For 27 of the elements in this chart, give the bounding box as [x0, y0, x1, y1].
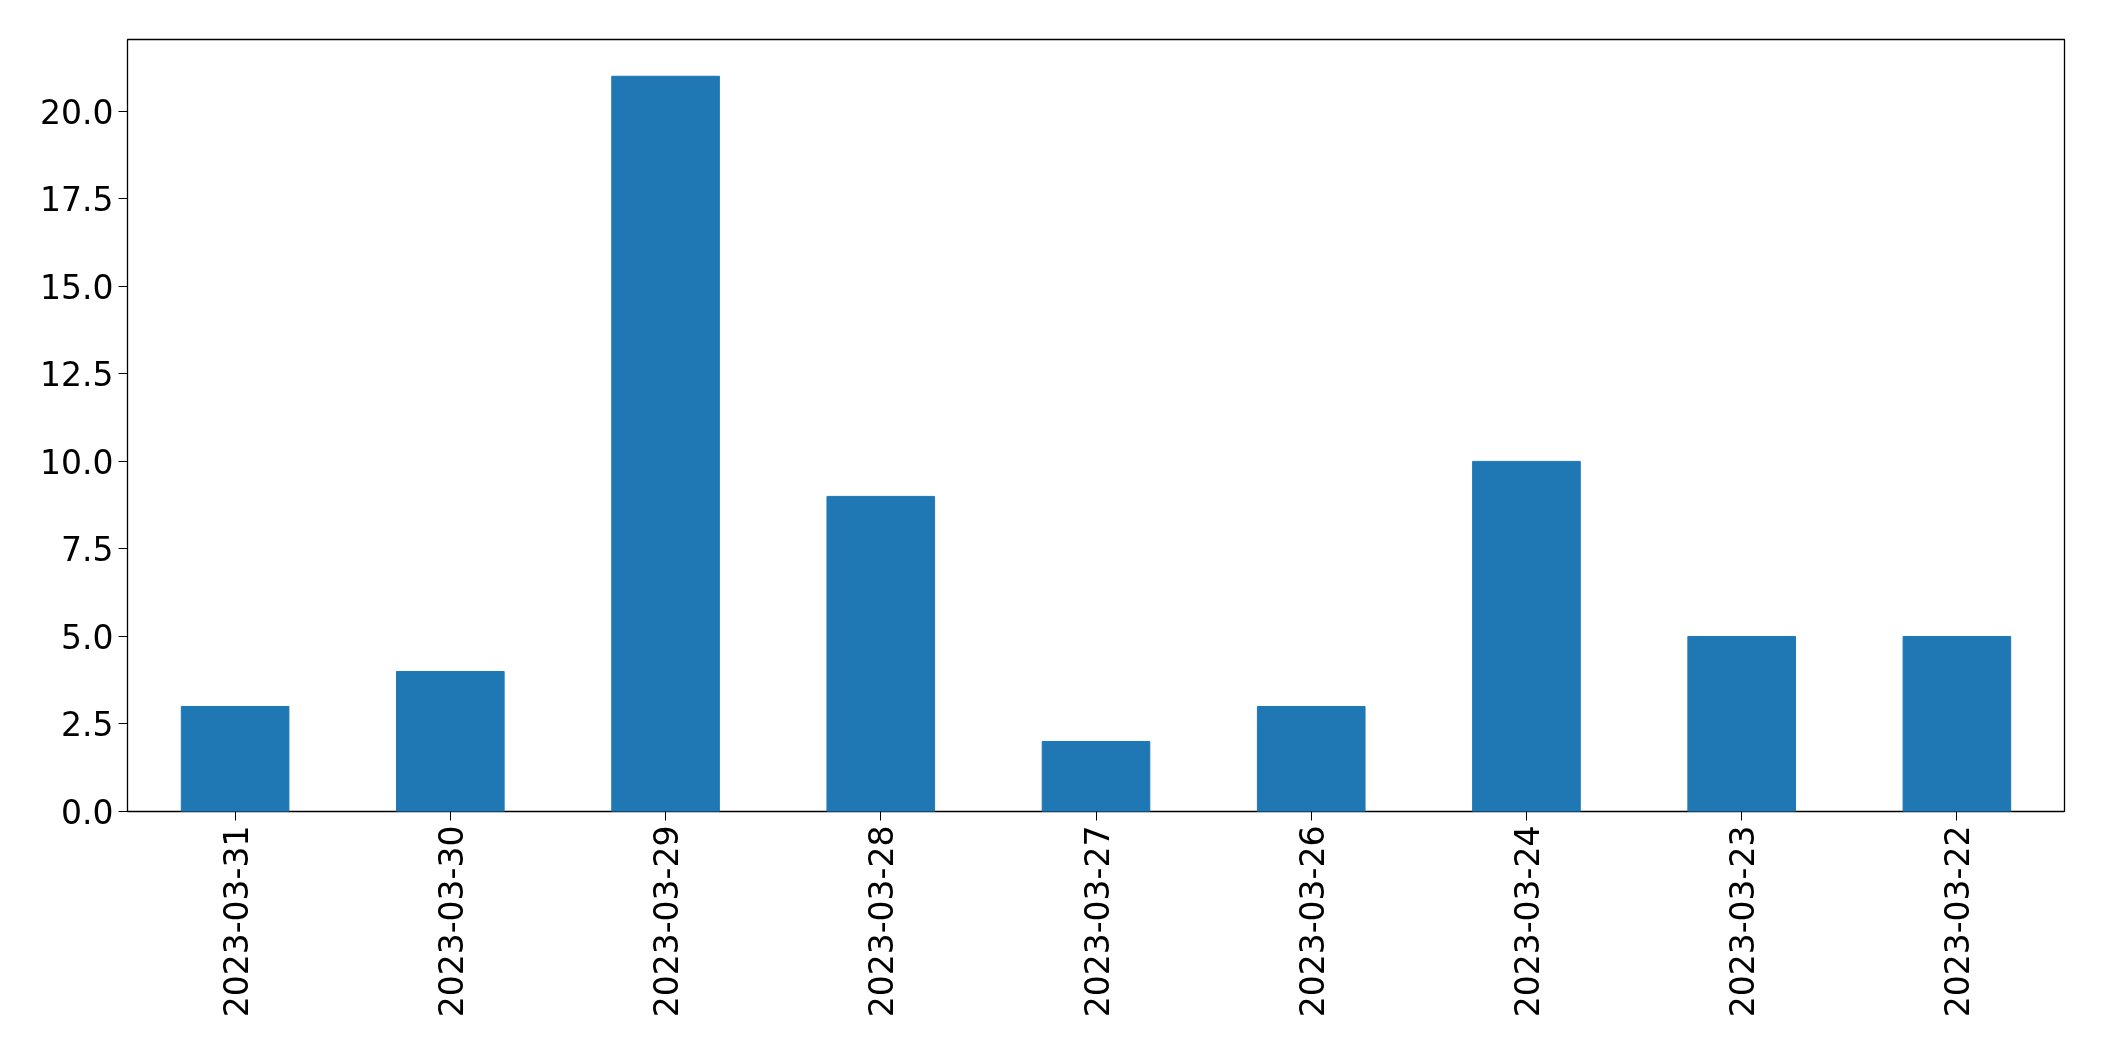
- y-tick-label: 5.0: [61, 617, 114, 657]
- bar: [826, 495, 936, 812]
- y-tick-label: 7.5: [61, 530, 114, 570]
- y-tick-label: 20.0: [40, 92, 114, 132]
- y-tick-label: 12.5: [40, 355, 114, 395]
- y-tick-label: 0.0: [61, 793, 114, 832]
- x-tick-label: 2023-03-23: [1723, 825, 1763, 1018]
- x-tick-label: 2023-03-28: [862, 825, 902, 1018]
- y-tick-label: 2.5: [61, 705, 114, 745]
- bar: [1041, 740, 1151, 812]
- bar: [1902, 635, 2012, 812]
- bar: [1472, 460, 1581, 812]
- y-tick-label: 10.0: [40, 442, 114, 482]
- bar: [1687, 635, 1796, 812]
- bar: [396, 670, 505, 812]
- x-tick-label: 2023-03-31: [216, 825, 256, 1018]
- bar: [611, 75, 720, 812]
- bar: [180, 705, 290, 812]
- x-tick-label: 2023-03-27: [1077, 825, 1117, 1018]
- x-tick-label: 2023-03-26: [1292, 825, 1332, 1018]
- y-tick-label: 17.5: [40, 180, 114, 220]
- x-tick-label: 2023-03-22: [1938, 825, 1978, 1018]
- y-tick-label: 15.0: [40, 267, 114, 307]
- x-tick-label: 2023-03-30: [431, 825, 471, 1018]
- x-tick-label: 2023-03-29: [647, 825, 687, 1018]
- bar: [1256, 705, 1366, 812]
- x-tick-label: 2023-03-24: [1507, 825, 1547, 1018]
